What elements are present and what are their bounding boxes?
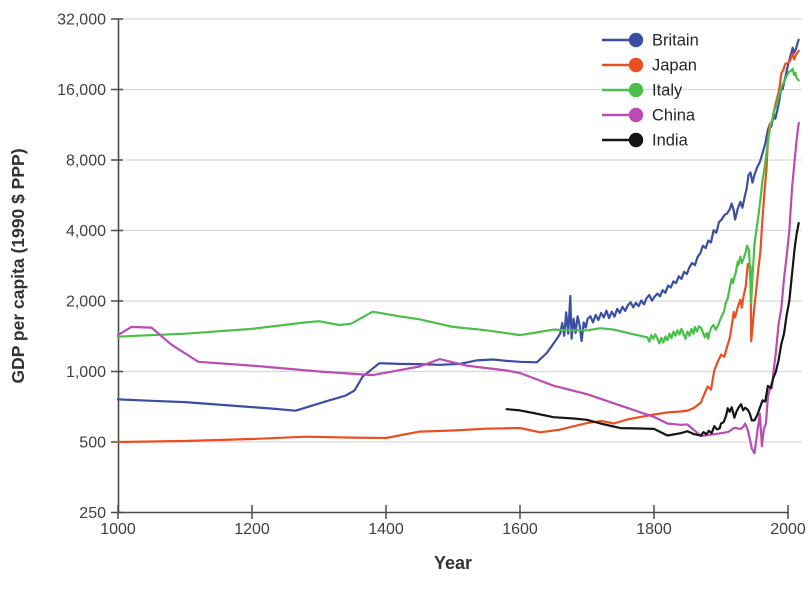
x-tick-label-1000: 1000 (100, 521, 136, 538)
y-tick-label-2000: 2,000 (66, 294, 106, 311)
legend-item-china: China (602, 107, 696, 125)
x-tick-label-1200: 1200 (234, 521, 270, 538)
y-tick-label-500: 500 (79, 435, 106, 452)
series-line-britain (116, 38, 800, 412)
data-series (116, 38, 800, 455)
y-tick-label-32000: 32,000 (57, 12, 106, 29)
y-tick-label-4000: 4,000 (66, 223, 106, 240)
legend-label-china: China (652, 107, 696, 125)
series-line-india (505, 222, 800, 437)
legend-marker-india (628, 132, 644, 148)
y-axis-title: GDP per capita (1990 $ PPP) (8, 148, 28, 383)
y-tick-label-250: 250 (79, 505, 106, 522)
legend-marker-britain (628, 32, 644, 48)
legend-item-japan: Japan (602, 57, 697, 75)
legend-marker-china (628, 107, 644, 123)
gridlines (118, 18, 802, 443)
y-tick-label-16000: 16,000 (57, 82, 106, 99)
y-tick-label-8000: 8,000 (66, 153, 106, 170)
legend-marker-japan (628, 57, 644, 73)
series-line-china (116, 121, 800, 455)
series-line-italy (116, 67, 800, 345)
x-axis-title: Year (434, 553, 472, 573)
tick-labels: 250 500 1,000 2,000 4,000 8,000 16,000 32,000 10… (57, 12, 806, 539)
x-tick-label-1800: 1800 (636, 521, 672, 538)
x-tick-label-1400: 1400 (368, 521, 404, 538)
legend: Britain Japan Italy China India (602, 32, 699, 150)
x-tick-label-2000: 2000 (770, 521, 806, 538)
legend-item-italy: Italy (602, 82, 683, 100)
legend-item-britain: Britain (602, 32, 699, 50)
x-tick-label-1600: 1600 (502, 521, 538, 538)
legend-label-italy: Italy (652, 82, 683, 100)
axes (111, 18, 789, 519)
legend-label-india: India (652, 132, 689, 150)
legend-label-britain: Britain (652, 32, 699, 50)
legend-marker-italy (628, 82, 644, 98)
series-line-japan (116, 49, 800, 444)
legend-item-india: India (602, 132, 689, 150)
legend-label-japan: Japan (652, 57, 697, 75)
y-tick-label-1000: 1,000 (66, 364, 106, 381)
